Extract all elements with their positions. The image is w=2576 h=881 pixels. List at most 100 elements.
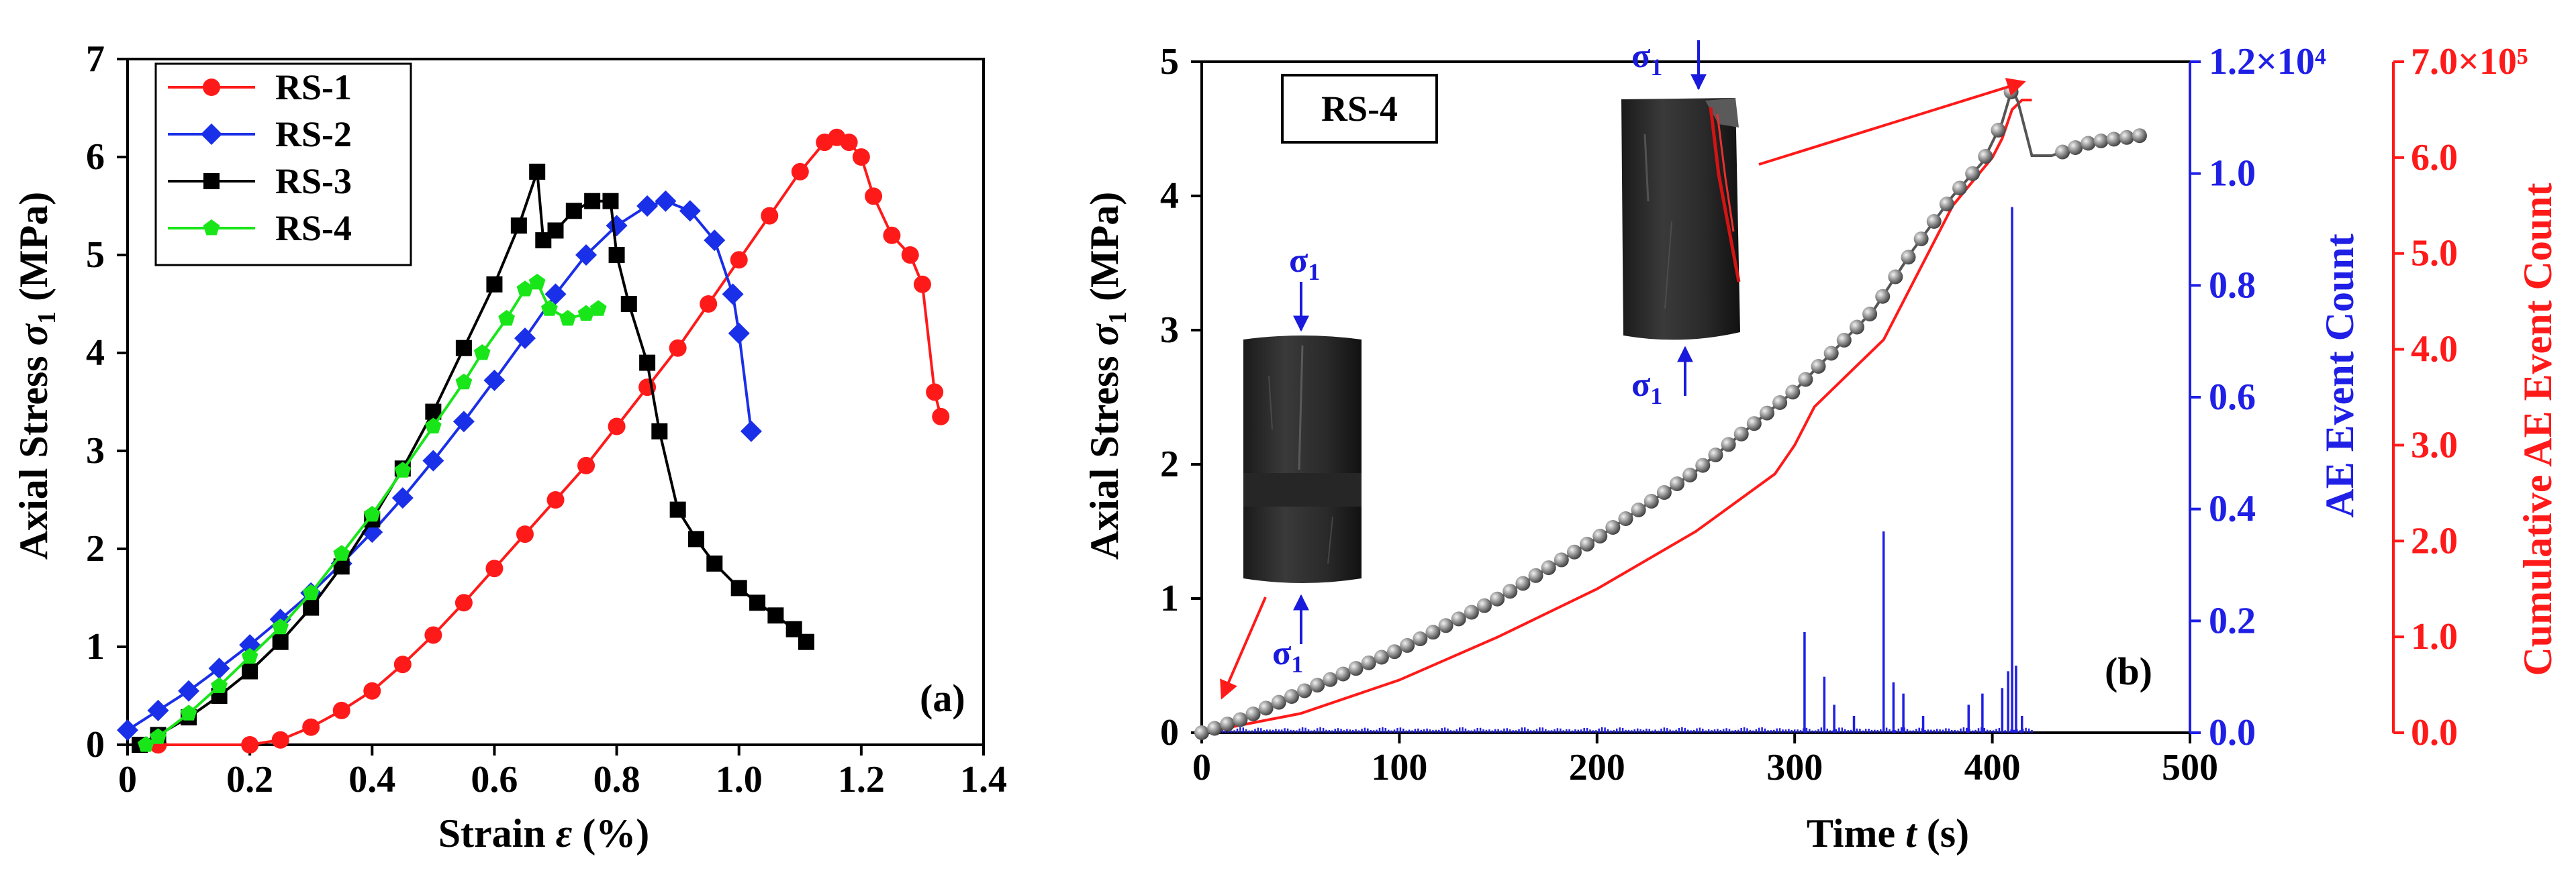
- stress-marker: [1528, 568, 1543, 583]
- panel-b-y-tick-label: 3: [1160, 309, 1179, 351]
- panel-b-y-axis-title-unit: (MPa): [1082, 192, 1127, 311]
- data-point-rs-1: [577, 456, 595, 474]
- panel-a-x-tick-label: 0.2: [226, 759, 273, 800]
- stress-marker: [2081, 136, 2096, 151]
- panel-a-x-tick-label: 0.6: [471, 759, 518, 800]
- data-point-rs-4: [363, 505, 381, 522]
- data-point-rs-4: [241, 647, 258, 664]
- panel-a-x-tick-label: 1.0: [716, 759, 763, 800]
- panel-b-y-axis-title-part: Axial Stress: [1082, 346, 1127, 560]
- data-point-rs-1: [332, 701, 350, 719]
- legend-marker-rs-1: [203, 79, 220, 96]
- stress-marker: [1991, 123, 2006, 138]
- panel-b-y3-tick-label: 1.0: [2411, 616, 2458, 658]
- panel-b-y2-tick-label: 1.2×10⁴: [2209, 41, 2326, 83]
- panel-a-y-tick-label: 3: [86, 430, 105, 472]
- data-point-rs-4: [150, 728, 166, 744]
- panel-a-x-axis-title-symbol: ε: [556, 811, 573, 856]
- data-point-rs-3: [620, 296, 637, 312]
- panel-b-label: (b): [2105, 650, 2152, 693]
- sigma-symbol-failed-bottom: σ: [1631, 366, 1650, 404]
- panel-b-y2-axis-title: AE Event Count: [2318, 234, 2362, 517]
- panel-a-label: (a): [920, 676, 965, 720]
- panel-b-x-tick-label: 100: [1371, 747, 1427, 788]
- data-point-rs-2: [704, 229, 726, 252]
- stress-marker: [1862, 307, 1878, 321]
- data-point-rs-3: [767, 607, 784, 624]
- data-point-rs-2: [147, 699, 169, 721]
- panel-a-x-tick-label: 0.8: [593, 759, 640, 800]
- panel-a-x-tick-label: 1.2: [838, 759, 885, 800]
- panel-b-y2-tick-label: 0.2: [2209, 600, 2256, 641]
- data-point-rs-4: [498, 309, 515, 326]
- stress-marker: [1374, 650, 1389, 665]
- data-point-rs-2: [422, 450, 444, 472]
- panel-b-y2-tick-label: 0.4: [2209, 488, 2256, 530]
- data-point-rs-3: [608, 247, 625, 263]
- panel-a-y-tick-label: 4: [86, 332, 105, 374]
- stress-marker: [1939, 197, 1954, 211]
- data-point-rs-3: [272, 633, 289, 650]
- legend-marker-rs-3: [203, 173, 220, 189]
- stress-marker: [1515, 576, 1531, 591]
- data-point-rs-1: [302, 718, 320, 736]
- panel-b-stress-time-ae: 0 100 200 300 400 500 0 1 2 3 4 5 0.0 0.2 0.4 0.6 0.8 1.0…: [1082, 37, 2560, 856]
- data-point-rs-2: [178, 680, 200, 702]
- legend-label-rs-2: RS-2: [275, 114, 352, 154]
- arrow-to-peak: [1758, 78, 2026, 166]
- panel-a-x-axis-title: Strain ε (%): [438, 811, 650, 856]
- data-point-rs-4: [455, 373, 473, 390]
- stress-marker: [1310, 678, 1325, 693]
- panel-b-y3-tick-label: 3.0: [2411, 424, 2458, 466]
- panel-b-x-tick-label: 0: [1192, 747, 1211, 788]
- data-point-rs-1: [730, 251, 748, 269]
- data-point-rs-3: [584, 193, 601, 209]
- rs4-label-text: RS-4: [1321, 89, 1398, 129]
- panel-a-axes: 0 0.2 0.4 0.6 0.8 1.0 1.2 1.4 0 1 2 3 4 5 6 7: [86, 38, 1007, 800]
- data-point-rs-3: [565, 203, 582, 219]
- panel-a-y-tick-label: 5: [86, 234, 105, 276]
- stress-marker: [1746, 416, 1762, 431]
- stress-marker: [1618, 511, 1633, 526]
- panel-a-y-axis-title-sub: 1: [33, 311, 61, 324]
- data-point-rs-1: [455, 594, 473, 612]
- panel-b-y2-tick-label: 0.8: [2209, 264, 2256, 306]
- data-point-rs-3: [547, 222, 564, 239]
- data-point-rs-3: [687, 531, 704, 548]
- panel-a-y-axis-title: Axial Stress σ1 (MPa): [11, 192, 61, 560]
- stress-marker: [1708, 448, 1723, 462]
- data-point-rs-1: [485, 560, 504, 578]
- data-point-rs-1: [883, 226, 901, 244]
- data-point-rs-2: [452, 411, 475, 433]
- stress-marker: [1798, 372, 1813, 387]
- panel-b-y2-tick-label: 0.6: [2209, 376, 2256, 418]
- data-point-rs-3: [730, 580, 747, 597]
- arrow-to-initial: [1220, 597, 1267, 700]
- stress-marker: [1335, 666, 1351, 682]
- data-point-rs-1: [932, 407, 950, 425]
- sigma-label-failed-top: σ1: [1631, 37, 1662, 81]
- sigma-sub-failed-top: 1: [1650, 54, 1662, 81]
- panel-a-x-tick-label: 1.4: [960, 759, 1007, 800]
- panel-b-x-axis-title: Time t (s): [1807, 811, 1969, 856]
- series-line-rs-2: [126, 199, 753, 731]
- stress-marker: [1233, 712, 1248, 727]
- stress-marker: [1207, 721, 1223, 736]
- stress-marker: [2119, 129, 2134, 145]
- data-point-rs-1: [669, 339, 687, 357]
- stress-marker: [1554, 552, 1569, 568]
- stress-marker: [1823, 346, 1839, 361]
- data-point-rs-2: [728, 322, 750, 344]
- stress-marker: [1849, 319, 1864, 335]
- data-point-rs-3: [303, 599, 320, 616]
- legend-marker-rs-4: [203, 219, 220, 236]
- stress-marker: [1631, 503, 1646, 517]
- data-point-rs-1: [700, 295, 718, 313]
- panel-b-ae-event-count: [1200, 207, 2033, 733]
- stress-marker: [1245, 707, 1261, 721]
- data-point-rs-4: [541, 300, 558, 316]
- data-point-rs-1: [913, 275, 931, 293]
- panel-b-y-tick-label: 2: [1160, 444, 1179, 485]
- sigma-sub-failed-bottom: 1: [1650, 382, 1662, 409]
